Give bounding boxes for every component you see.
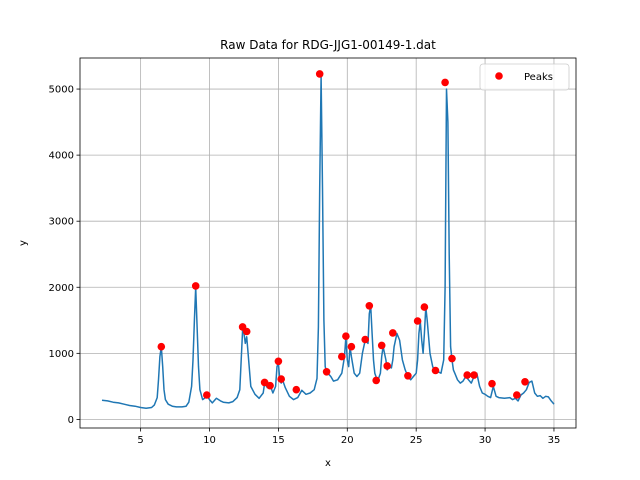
peak-point — [463, 371, 472, 379]
peak-point — [431, 366, 440, 375]
y-axis-label: y — [18, 240, 29, 246]
x-tick-label: 25 — [410, 435, 423, 446]
peak-point — [372, 376, 381, 385]
y-tick-label: 2000 — [49, 283, 74, 294]
peak-point — [266, 381, 274, 390]
raw-data-line — [101, 75, 555, 409]
x-axis-ticks: 5 10 15 20 25 30 35 — [137, 428, 560, 446]
peak-point — [274, 357, 283, 366]
y-tick-label: 0 — [68, 415, 74, 426]
x-tick-label: 15 — [272, 435, 285, 446]
peak-point — [365, 302, 374, 310]
peak-point — [448, 354, 456, 363]
peak-point — [413, 317, 422, 325]
y-tick-label: 5000 — [49, 85, 74, 96]
peak-point — [260, 378, 269, 387]
peak-point — [361, 335, 370, 344]
peak-point — [157, 342, 166, 351]
peak-point — [377, 341, 386, 350]
peak-points — [157, 70, 529, 399]
peak-point — [315, 70, 324, 78]
peak-point — [420, 303, 429, 311]
plot-frame — [79, 57, 577, 429]
legend-label-peaks: Peaks — [524, 72, 553, 83]
peak-point — [242, 327, 251, 336]
peak-point — [347, 342, 356, 351]
line-series — [101, 75, 555, 409]
peak-point — [521, 378, 529, 386]
legend-marker — [495, 72, 503, 80]
peak-point — [342, 332, 350, 341]
peak-point — [322, 368, 331, 376]
y-tick-label: 1000 — [49, 349, 74, 360]
grid — [80, 58, 576, 428]
peak-point — [338, 352, 346, 361]
x-axis-label: x — [325, 458, 331, 469]
x-tick-label: 10 — [203, 435, 216, 446]
peak-point — [470, 371, 478, 379]
peak-point — [404, 372, 412, 380]
peak-point — [383, 362, 392, 370]
peak-point — [488, 379, 496, 388]
peak-point — [389, 329, 397, 337]
y-tick-label: 4000 — [49, 151, 74, 162]
x-tick-label: 5 — [137, 435, 143, 446]
y-tick-label: 3000 — [49, 217, 74, 228]
legend-box — [479, 63, 570, 91]
x-tick-label: 30 — [479, 435, 492, 446]
peak-point — [277, 375, 286, 383]
chart-title: Raw Data for RDG-JJG1-00149-1.dat — [220, 38, 436, 52]
y-axis-ticks: 0 1000 2000 3000 4000 5000 — [49, 85, 80, 426]
x-tick-label: 20 — [341, 435, 354, 446]
peak-point — [441, 78, 449, 87]
peak-point — [203, 391, 211, 399]
peak-point — [292, 385, 301, 394]
peak-point — [513, 391, 521, 399]
peak-point — [191, 282, 200, 290]
x-tick-label: 35 — [548, 435, 561, 446]
legend: Peaks — [479, 63, 570, 91]
